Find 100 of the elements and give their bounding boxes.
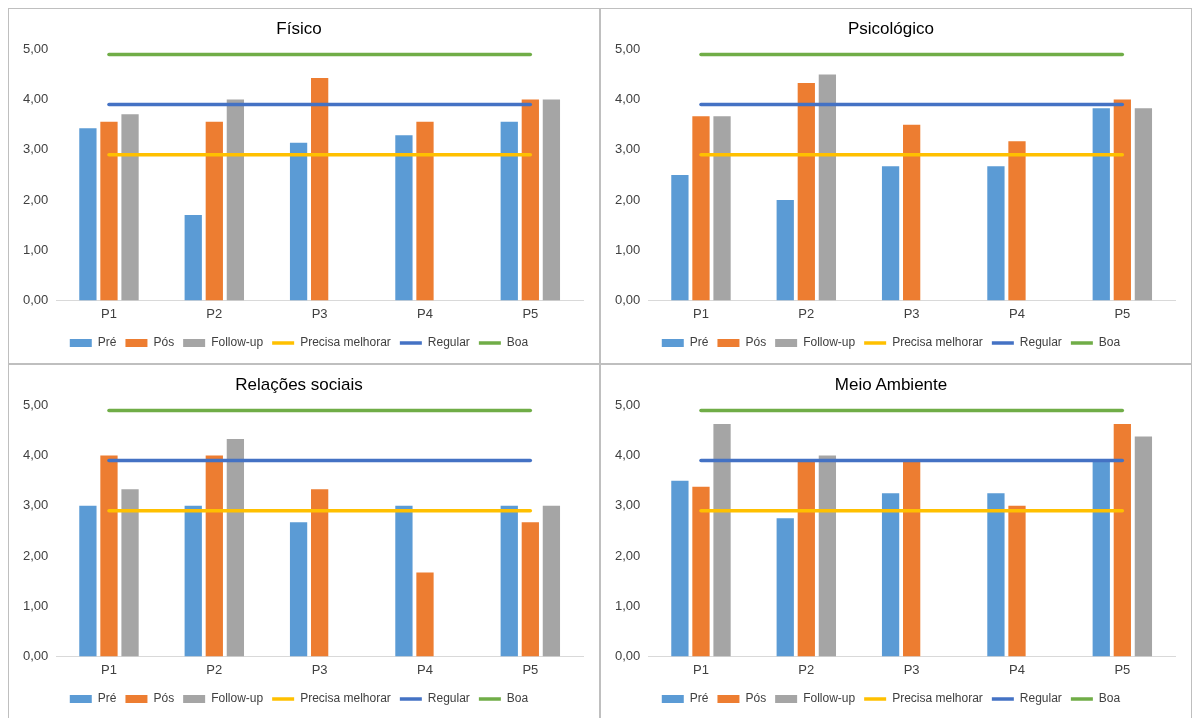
bar: [713, 423, 731, 657]
bar: [226, 99, 245, 301]
bar: [100, 121, 118, 301]
bar: [416, 572, 434, 657]
bar: [797, 461, 815, 657]
bar: [671, 174, 689, 301]
legend-label: Follow-up: [803, 691, 856, 706]
bar: [289, 522, 308, 657]
legend-label: Boa: [1098, 335, 1121, 350]
y-tick-label: 5,00: [22, 396, 49, 412]
y-tick-label: 3,00: [22, 497, 49, 513]
bar: [205, 121, 223, 301]
bar: [311, 489, 329, 657]
bar: [818, 455, 837, 657]
bar: [713, 116, 731, 301]
chart-title: Meio Ambiente: [834, 374, 948, 394]
legend-label: Boa: [506, 335, 529, 350]
bar: [1008, 505, 1026, 657]
bar: [692, 486, 710, 657]
legend-label: Pré: [97, 335, 117, 350]
bar: [881, 493, 900, 657]
y-tick-label: 2,00: [22, 191, 49, 207]
x-tick-label: P3: [311, 305, 328, 321]
bar: [776, 200, 794, 301]
y-tick-label: 4,00: [614, 447, 641, 463]
bar: [797, 83, 815, 301]
y-tick-label: 1,00: [614, 241, 641, 257]
y-tick-label: 2,00: [614, 547, 641, 563]
bar: [205, 455, 223, 657]
bar: [776, 518, 794, 657]
legend-label: Regular: [427, 335, 470, 350]
y-tick-label: 5,00: [614, 396, 641, 412]
x-tick-label: P4: [1009, 305, 1025, 321]
y-tick-label: 4,00: [22, 447, 49, 463]
bar: [311, 78, 329, 301]
bar: [184, 505, 202, 657]
legend-label: Pós: [745, 691, 767, 706]
x-tick-label: P4: [1009, 661, 1025, 677]
x-tick-label: P1: [693, 305, 709, 321]
chart-title: Relações sociais: [235, 374, 363, 394]
y-tick-label: 5,00: [614, 40, 641, 56]
y-tick-label: 2,00: [22, 547, 49, 563]
x-tick-label: P2: [206, 661, 223, 677]
legend-label: Pós: [153, 691, 175, 706]
y-tick-label: 0,00: [614, 647, 641, 663]
bar: [1092, 108, 1110, 301]
bar: [987, 166, 1005, 301]
x-tick-label: P3: [903, 305, 920, 321]
bar: [395, 135, 413, 301]
legend-label: Pré: [97, 691, 117, 706]
x-tick-label: P5: [522, 661, 539, 677]
legend-label: Precisa melhorar: [300, 335, 391, 350]
bar: [987, 493, 1005, 657]
x-tick-label: P1: [101, 661, 117, 677]
legend-label: Precisa melhorar: [300, 691, 391, 706]
bar: [903, 461, 921, 657]
bar: [1113, 99, 1131, 301]
bar: [79, 505, 97, 657]
bar: [500, 505, 518, 657]
y-tick-label: 3,00: [614, 141, 641, 157]
legend-label: Pós: [153, 335, 175, 350]
x-tick-label: P4: [417, 305, 433, 321]
legend-label: Follow-up: [803, 335, 856, 350]
bar: [1134, 436, 1153, 657]
y-tick-label: 3,00: [22, 141, 49, 157]
x-tick-label: P5: [522, 305, 539, 321]
chart-title: Físico: [276, 18, 322, 38]
legend-label: Pré: [689, 691, 709, 706]
x-tick-label: P5: [1114, 661, 1131, 677]
bar: [500, 121, 518, 301]
bar: [1113, 423, 1131, 657]
x-tick-label: P5: [1114, 305, 1131, 321]
legend-label: Pré: [689, 335, 709, 350]
bar: [289, 142, 308, 301]
bar: [818, 74, 837, 301]
y-tick-label: 2,00: [614, 191, 641, 207]
bar: [1092, 461, 1110, 657]
y-tick-label: 0,00: [22, 291, 49, 307]
y-tick-label: 1,00: [614, 597, 641, 613]
y-tick-label: 1,00: [22, 241, 49, 257]
bar: [521, 522, 539, 657]
chart-title: Psicológico: [848, 18, 934, 38]
legend-label: Regular: [427, 691, 470, 706]
bar: [1134, 108, 1153, 301]
y-tick-label: 3,00: [614, 497, 641, 513]
bar: [903, 124, 921, 301]
y-tick-label: 4,00: [22, 91, 49, 107]
legend-label: Follow-up: [211, 691, 264, 706]
y-tick-label: 5,00: [22, 40, 49, 56]
bar: [671, 480, 689, 657]
y-tick-label: 0,00: [614, 291, 641, 307]
y-tick-label: 4,00: [614, 91, 641, 107]
bar: [1008, 141, 1026, 301]
legend-label: Precisa melhorar: [892, 335, 983, 350]
x-tick-label: P2: [798, 661, 815, 677]
bar: [226, 439, 245, 657]
y-tick-label: 1,00: [22, 597, 49, 613]
y-tick-label: 0,00: [22, 647, 49, 663]
bar: [521, 99, 539, 301]
legend-label: Boa: [506, 691, 529, 706]
